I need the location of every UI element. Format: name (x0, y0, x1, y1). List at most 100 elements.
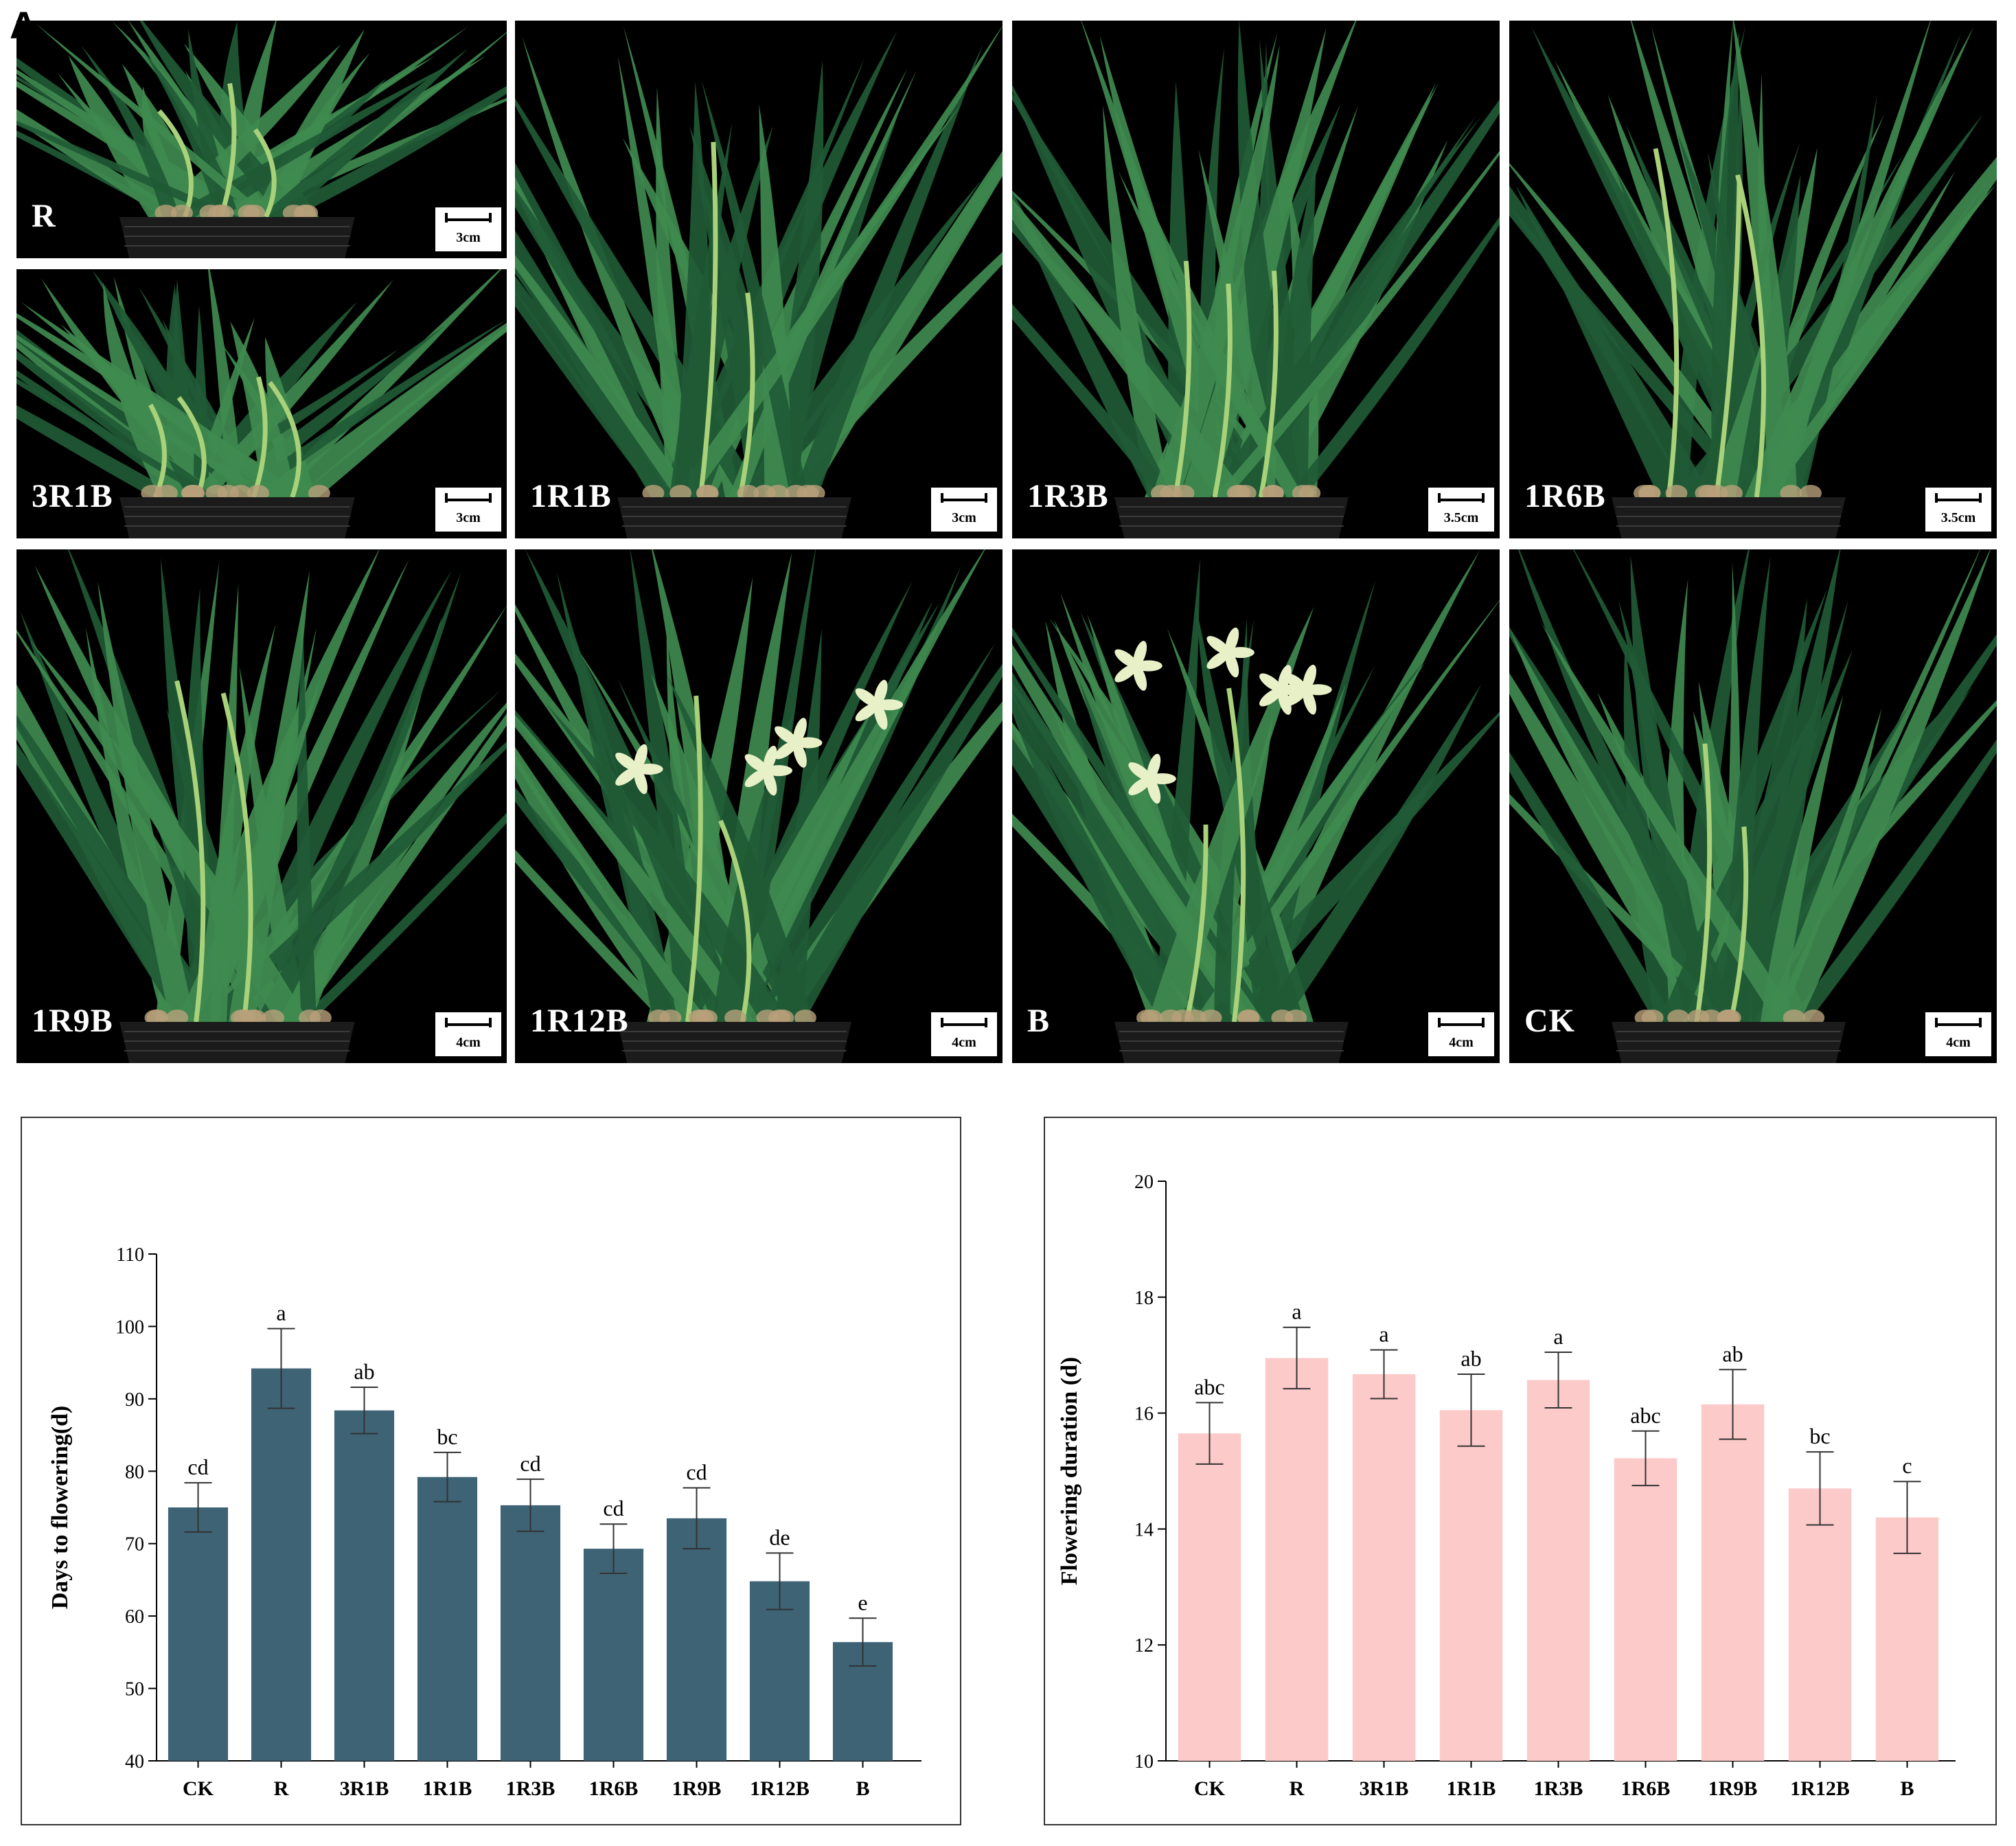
bar-3r1b (334, 1410, 395, 1761)
flower-stem (737, 292, 755, 498)
x-tick-label: 1R6B (1621, 1777, 1671, 1800)
y-tick-label: 20 (1134, 1172, 1154, 1193)
significance-letter: a (1553, 1324, 1563, 1349)
leaf (1147, 606, 1314, 1022)
bar-1r9b (1701, 1404, 1765, 1761)
error-bar-r (267, 1327, 295, 1409)
scale-bar: 4cm (1925, 1012, 1991, 1056)
bar-r (251, 1368, 312, 1761)
error-bar-1r6b (599, 1523, 628, 1574)
leaf (198, 742, 507, 1022)
significance-letter: abc (1630, 1403, 1660, 1428)
leaf (1743, 549, 1841, 1022)
plant-pot (119, 497, 355, 538)
x-tick-label: 1R9B (1708, 1777, 1758, 1800)
error-bar-ck (184, 1482, 212, 1533)
scale-bar: 3.5cm (1428, 488, 1494, 532)
scale-bar-text: 3.5cm (1940, 510, 1976, 525)
significance-letter: c (1902, 1453, 1912, 1478)
leaf (1103, 104, 1171, 497)
significance-letter: cd (187, 1455, 208, 1479)
leaf (1253, 580, 1376, 1022)
scale-bar-text: 4cm (456, 1035, 481, 1050)
error-bar-1r9b (683, 1487, 711, 1550)
y-tick-label: 60 (125, 1606, 144, 1628)
significance-letter: bc (1809, 1424, 1830, 1448)
leaf (1509, 163, 1773, 497)
photo-label: 1R1B (530, 478, 612, 514)
leaf (81, 45, 180, 217)
scale-bar-line (1935, 493, 1982, 503)
y-tick-label: 100 (115, 1317, 144, 1338)
y-tick-label: 16 (1134, 1404, 1154, 1425)
scale-bar: 4cm (435, 1012, 501, 1056)
x-tick-label: CK (183, 1777, 214, 1800)
scale-bar-text: 4cm (952, 1035, 976, 1050)
flower-stem (698, 141, 718, 498)
leaf (751, 643, 996, 1022)
photo-1r1b: 1R1B 3cm (515, 21, 1003, 538)
plant-pot (1612, 1022, 1846, 1063)
significance-letter: ab (1722, 1341, 1743, 1366)
leaf (1173, 661, 1426, 1022)
plant-illustration (16, 549, 507, 1063)
x-tick-label: B (856, 1777, 869, 1800)
plant-pot (119, 1022, 355, 1063)
leaf (1509, 751, 1675, 1022)
plant-illustration (515, 549, 1003, 1063)
scale-bar: 4cm (931, 1012, 997, 1056)
leaf (168, 62, 455, 217)
plant-pot (119, 217, 355, 258)
bar-b (1875, 1517, 1939, 1761)
flower-stem (718, 819, 752, 1023)
scale-bar-text: 4cm (1449, 1035, 1474, 1050)
bar-1r12b (749, 1581, 810, 1761)
leaf (701, 80, 809, 497)
bar-ck (168, 1507, 229, 1761)
leaf (30, 641, 310, 1022)
photo-label: CK (1524, 1003, 1575, 1039)
error-bar-1r9b (1719, 1369, 1747, 1440)
leaf (265, 322, 507, 497)
scale-bar-text: 4cm (1946, 1035, 1971, 1050)
significance-letter: a (1379, 1322, 1388, 1347)
plant-illustration (1509, 549, 1997, 1063)
significance-letter: ab (1461, 1346, 1481, 1371)
flower-stem (1728, 826, 1749, 1023)
x-tick-label: 1R1B (1447, 1777, 1496, 1800)
bar-1r3b (1526, 1380, 1590, 1761)
error-bar-ck (1195, 1402, 1224, 1465)
y-tick-label: 40 (125, 1751, 144, 1773)
y-tick-label: 12 (1134, 1635, 1154, 1656)
photo-label: 1R6B (1524, 478, 1606, 514)
leaf (260, 48, 468, 217)
leaf (1012, 304, 1178, 497)
error-bar-1r1b (433, 1451, 461, 1503)
leaf (677, 31, 897, 497)
leaf (16, 405, 183, 497)
leaf (1745, 27, 1974, 498)
scale-bar: 3.5cm (1925, 488, 1991, 532)
leaf (1239, 617, 1276, 1022)
flower-stem (176, 396, 207, 499)
leaf (1274, 159, 1316, 497)
photo-1r6b: 1R6B 3.5cm (1509, 21, 1997, 538)
flower-stem (1714, 182, 1742, 498)
bar-1r6b (583, 1549, 644, 1761)
flower (1206, 627, 1255, 678)
bar-1r1b (1439, 1410, 1503, 1761)
flower-stem (218, 82, 237, 218)
plant-pot (617, 1022, 851, 1063)
scale-bar-line (941, 493, 987, 503)
y-axis-title: Days to flowering(d) (47, 1406, 73, 1610)
y-tick-label: 10 (1134, 1751, 1154, 1773)
flower-stem (1173, 260, 1192, 498)
bar-ck (1178, 1433, 1241, 1761)
plant-pot (1114, 1022, 1349, 1063)
leaf (207, 269, 243, 497)
scale-bar: 3cm (931, 488, 997, 532)
bar-1r6b (1614, 1458, 1677, 1761)
x-tick-label: B (1900, 1777, 1914, 1800)
y-tick-label: 110 (116, 1244, 144, 1266)
scale-bar-line (445, 213, 492, 223)
